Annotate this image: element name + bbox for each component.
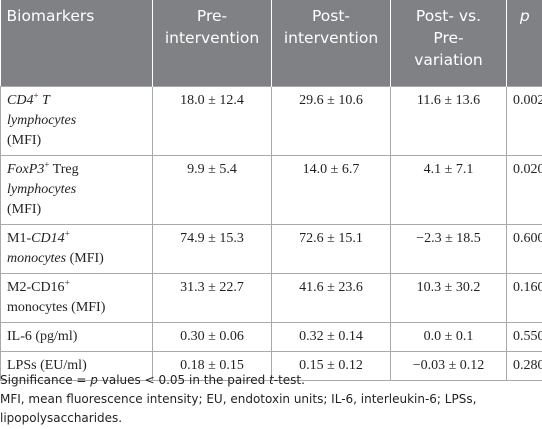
label-text: lymphocytes xyxy=(7,113,77,128)
header-cell: Pre-intervention xyxy=(152,0,272,87)
cell: 0.600 xyxy=(506,224,542,274)
row: M1-CD14+ monocytes (MFI) 74.9 ± 15.3 72.6… xyxy=(0,224,542,274)
header-text: Post- vs. xyxy=(415,7,482,25)
header-text: p xyxy=(519,7,530,25)
cell: 9.9 ± 5.4 xyxy=(152,155,272,225)
cell: −0.03 ± 0.12 xyxy=(390,351,507,381)
label-sup: + xyxy=(64,228,70,239)
header-text: Biomarkers xyxy=(6,7,95,25)
label-text: LPSs (EU/ml) xyxy=(7,358,87,373)
header-cell: Post- vs. Pre-variation xyxy=(390,0,507,87)
label-text: CD14 xyxy=(31,231,65,246)
cell: 31.3 ± 22.7 xyxy=(152,273,272,323)
footnotes: Significance = p values < 0.05 in the pa… xyxy=(0,371,540,428)
row-label: LPSs (EU/ml) xyxy=(0,351,153,381)
label-text: Treg xyxy=(52,162,79,177)
cell: 10.3 ± 30.2 xyxy=(390,273,507,323)
cell: 4.1 ± 7.1 xyxy=(390,155,507,225)
header-text: intervention xyxy=(164,29,260,47)
label-sup: + xyxy=(33,90,39,101)
cell: 41.6 ± 23.6 xyxy=(271,273,391,323)
footnote-text: values < 0.05 in the paired xyxy=(97,373,270,387)
header-row: Biomarkers Pre-intervention Post-interve… xyxy=(0,0,542,87)
data-table: Biomarkers Pre-intervention Post-interve… xyxy=(0,0,542,381)
footnote-text: p xyxy=(90,373,98,387)
label-sup: + xyxy=(64,277,70,288)
row-label: FoxP3+ Treg lymphocytes (MFI) xyxy=(0,155,153,225)
label-text: T xyxy=(42,93,50,108)
cell: 0.160 xyxy=(506,273,542,323)
footnote-text: t xyxy=(269,373,274,387)
row-label: M2-CD16+ monocytes (MFI) xyxy=(0,273,153,323)
header-cell: p xyxy=(506,0,542,87)
cell: 72.6 ± 15.1 xyxy=(271,224,391,274)
cell: 0.002 xyxy=(506,86,542,156)
header-text: variation xyxy=(414,51,483,69)
label-sup: + xyxy=(44,159,50,170)
cell: 0.32 ± 0.14 xyxy=(271,322,391,352)
cell: 29.6 ± 10.6 xyxy=(271,86,391,156)
label-text: (MFI) xyxy=(69,251,104,266)
header-cell: Biomarkers xyxy=(0,0,153,87)
cell: 0.020 xyxy=(506,155,542,225)
footnote-text: Significance = xyxy=(0,373,91,387)
header-cell: Post-intervention xyxy=(271,0,391,87)
cell: −2.3 ± 18.5 xyxy=(390,224,507,274)
header-text: Pre- xyxy=(433,29,464,47)
cell: 18.0 ± 12.4 xyxy=(152,86,272,156)
row: FoxP3+ Treg lymphocytes (MFI) 9.9 ± 5.4 14… xyxy=(0,155,542,225)
label-text: CD4 xyxy=(7,93,34,108)
cell: 0.18 ± 0.15 xyxy=(152,351,272,381)
label-text: FoxP3 xyxy=(7,162,45,177)
row-label: M1-CD14+ monocytes (MFI) xyxy=(0,224,153,274)
footnote-text: -test. xyxy=(273,373,305,387)
footnote-text: MFI, mean fluorescence intensity; EU, en… xyxy=(0,392,477,425)
label-text: IL-6 (pg/ml) xyxy=(7,329,78,344)
header-text: Pre- xyxy=(196,7,228,25)
label-text: (MFI) xyxy=(7,202,42,217)
label-text: (MFI) xyxy=(7,133,42,148)
cell: 74.9 ± 15.3 xyxy=(152,224,272,274)
header-text: Post- xyxy=(311,7,351,25)
cell: 11.6 ± 13.6 xyxy=(390,86,507,156)
label-text: lymphocytes xyxy=(7,182,77,197)
row-label: IL-6 (pg/ml) xyxy=(0,322,153,352)
row: IL-6 (pg/ml) 0.30 ± 0.06 0.32 ± 0.14 0.0… xyxy=(0,322,542,352)
row: LPSs (EU/ml) 0.18 ± 0.15 0.15 ± 0.12 −0.… xyxy=(0,351,542,381)
label-text: monocytes (MFI) xyxy=(7,300,106,315)
cell: 0.0 ± 0.1 xyxy=(390,322,507,352)
cell: 14.0 ± 6.7 xyxy=(271,155,391,225)
label-text: M1- xyxy=(7,231,32,246)
cell: 0.30 ± 0.06 xyxy=(152,322,272,352)
label-text: M2-CD16 xyxy=(7,280,65,295)
row: M2-CD16+ monocytes (MFI) 31.3 ± 22.7 41.6… xyxy=(0,273,542,323)
header-text: intervention xyxy=(283,29,379,47)
cell: 0.550 xyxy=(506,322,542,352)
footnote: Significance = p values < 0.05 in the pa… xyxy=(0,371,540,390)
label-text: monocytes xyxy=(7,251,67,266)
footnote: MFI, mean fluorescence intensity; EU, en… xyxy=(0,390,540,428)
